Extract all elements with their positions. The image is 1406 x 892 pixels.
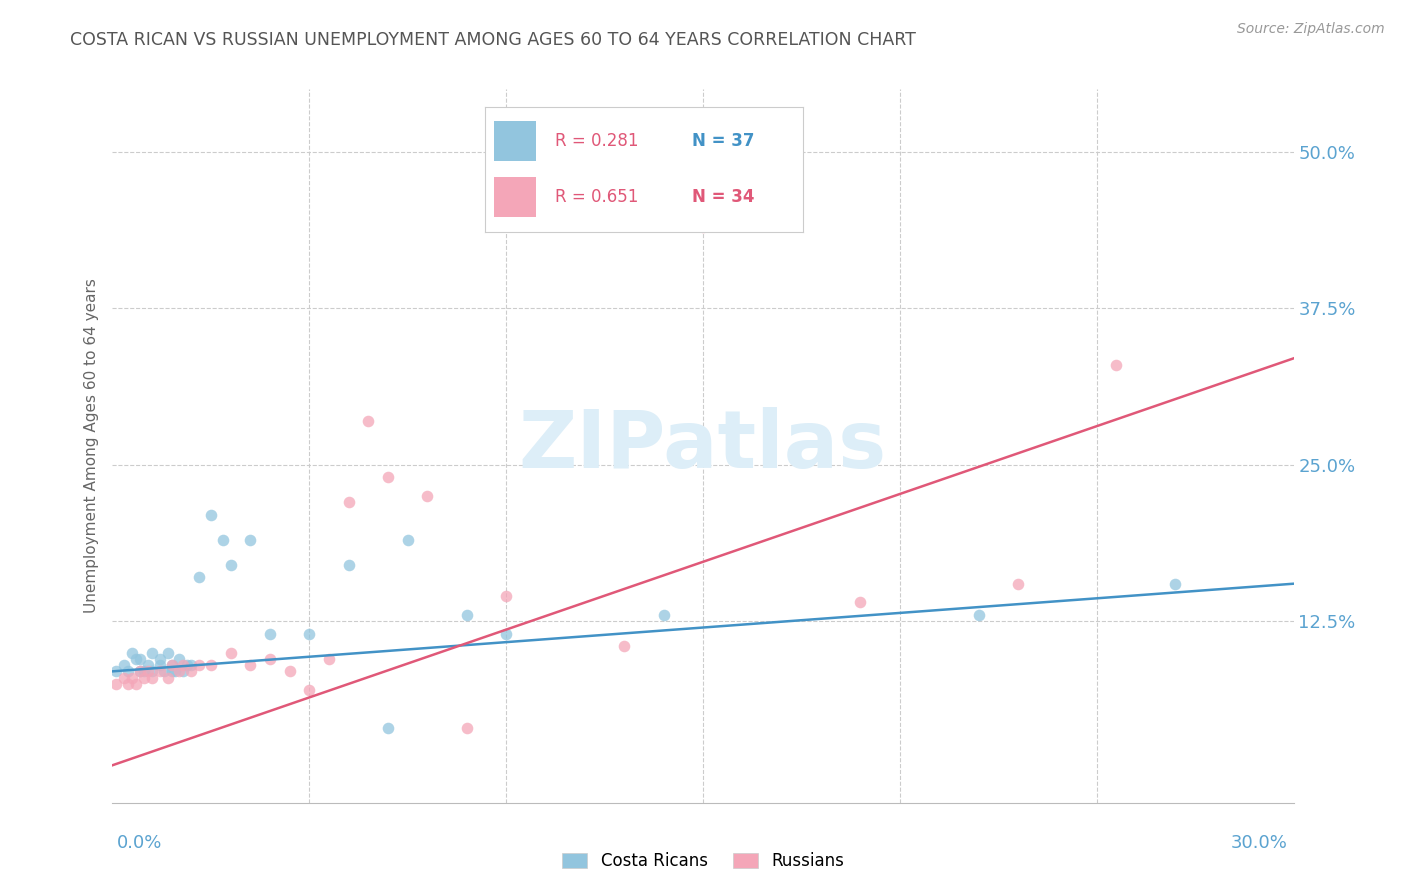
- Point: [121, 671, 143, 685]
- Point: [188, 658, 211, 673]
- Point: [200, 658, 222, 673]
- Point: [298, 627, 321, 641]
- Point: [156, 646, 179, 660]
- Point: [141, 665, 163, 679]
- Text: COSTA RICAN VS RUSSIAN UNEMPLOYMENT AMONG AGES 60 TO 64 YEARS CORRELATION CHART: COSTA RICAN VS RUSSIAN UNEMPLOYMENT AMON…: [70, 31, 917, 49]
- Point: [239, 533, 262, 547]
- Point: [117, 677, 139, 691]
- Point: [456, 607, 478, 622]
- Point: [377, 470, 399, 484]
- Point: [1164, 576, 1187, 591]
- Point: [172, 658, 194, 673]
- Point: [219, 558, 242, 572]
- Point: [129, 652, 152, 666]
- Point: [141, 671, 163, 685]
- Point: [169, 665, 191, 679]
- Point: [176, 658, 198, 673]
- Point: [396, 533, 419, 547]
- Point: [165, 665, 187, 679]
- Point: [259, 652, 281, 666]
- Point: [200, 508, 222, 522]
- Point: [112, 671, 135, 685]
- Point: [495, 589, 517, 603]
- Y-axis label: Unemployment Among Ages 60 to 64 years: Unemployment Among Ages 60 to 64 years: [83, 278, 98, 614]
- Point: [121, 646, 143, 660]
- Point: [377, 721, 399, 735]
- Point: [692, 219, 714, 234]
- Point: [337, 558, 360, 572]
- Point: [125, 652, 148, 666]
- Point: [1007, 576, 1029, 591]
- Point: [156, 671, 179, 685]
- Point: [278, 665, 301, 679]
- Point: [129, 665, 152, 679]
- Point: [652, 607, 675, 622]
- Point: [169, 652, 191, 666]
- Point: [298, 683, 321, 698]
- Point: [136, 665, 159, 679]
- Point: [211, 533, 233, 547]
- Text: 30.0%: 30.0%: [1232, 834, 1288, 852]
- Point: [239, 658, 262, 673]
- Point: [337, 495, 360, 509]
- Point: [105, 677, 128, 691]
- Point: [112, 658, 135, 673]
- Point: [136, 658, 159, 673]
- Point: [416, 489, 439, 503]
- Point: [160, 665, 183, 679]
- Point: [849, 595, 872, 609]
- Point: [180, 665, 202, 679]
- Point: [141, 646, 163, 660]
- Point: [172, 665, 194, 679]
- Point: [125, 677, 148, 691]
- Point: [1105, 358, 1128, 372]
- Point: [152, 665, 174, 679]
- Point: [219, 646, 242, 660]
- Point: [149, 652, 172, 666]
- Text: 0.0%: 0.0%: [117, 834, 162, 852]
- Point: [357, 414, 380, 428]
- Point: [259, 627, 281, 641]
- Point: [160, 658, 183, 673]
- Point: [967, 607, 990, 622]
- Point: [149, 658, 172, 673]
- Point: [105, 665, 128, 679]
- Point: [318, 652, 340, 666]
- Point: [495, 627, 517, 641]
- Point: [160, 658, 183, 673]
- Point: [132, 671, 155, 685]
- Legend: Costa Ricans, Russians: Costa Ricans, Russians: [555, 846, 851, 877]
- Text: Source: ZipAtlas.com: Source: ZipAtlas.com: [1237, 22, 1385, 37]
- Point: [188, 570, 211, 584]
- Point: [132, 665, 155, 679]
- Point: [613, 640, 636, 654]
- Point: [129, 665, 152, 679]
- Text: ZIPatlas: ZIPatlas: [519, 407, 887, 485]
- Point: [180, 658, 202, 673]
- Point: [117, 665, 139, 679]
- Point: [149, 665, 172, 679]
- Point: [456, 721, 478, 735]
